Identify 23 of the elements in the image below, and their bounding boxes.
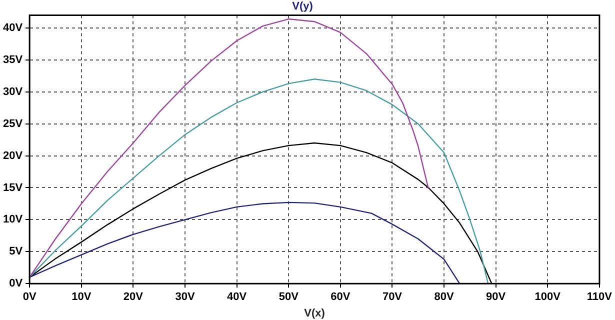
y-tick-label: 10V bbox=[2, 214, 24, 226]
x-axis-title: V(x) bbox=[304, 307, 326, 320]
x-tick-label: 70V bbox=[382, 291, 403, 304]
y-tick-label: 15V bbox=[2, 182, 24, 194]
x-tick-label: 30V bbox=[175, 291, 196, 304]
x-tick-label: 0V bbox=[22, 291, 37, 304]
y-tick-label: 0V bbox=[9, 278, 24, 290]
x-tick-label: 90V bbox=[486, 291, 506, 304]
x-tick-label: 110V bbox=[586, 291, 613, 304]
y-tick-label: 25V bbox=[2, 118, 24, 130]
x-tick-label: 80V bbox=[434, 291, 454, 304]
x-tick-label: 60V bbox=[330, 291, 351, 304]
chart-title: V(y) bbox=[292, 0, 314, 13]
x-tick-label: 10V bbox=[72, 291, 92, 304]
x-tick-label: 50V bbox=[278, 291, 300, 304]
y-tick-label: 5V bbox=[9, 246, 24, 258]
x-tick-label: 100V bbox=[534, 291, 562, 304]
y-tick-label: 35V bbox=[2, 54, 24, 66]
y-tick-label: 30V bbox=[2, 86, 24, 98]
y-tick-label: 40V bbox=[2, 22, 24, 34]
x-tick-label: 40V bbox=[227, 291, 248, 304]
y-tick-label: 20V bbox=[2, 150, 24, 162]
x-tick-label: 20V bbox=[123, 291, 144, 304]
